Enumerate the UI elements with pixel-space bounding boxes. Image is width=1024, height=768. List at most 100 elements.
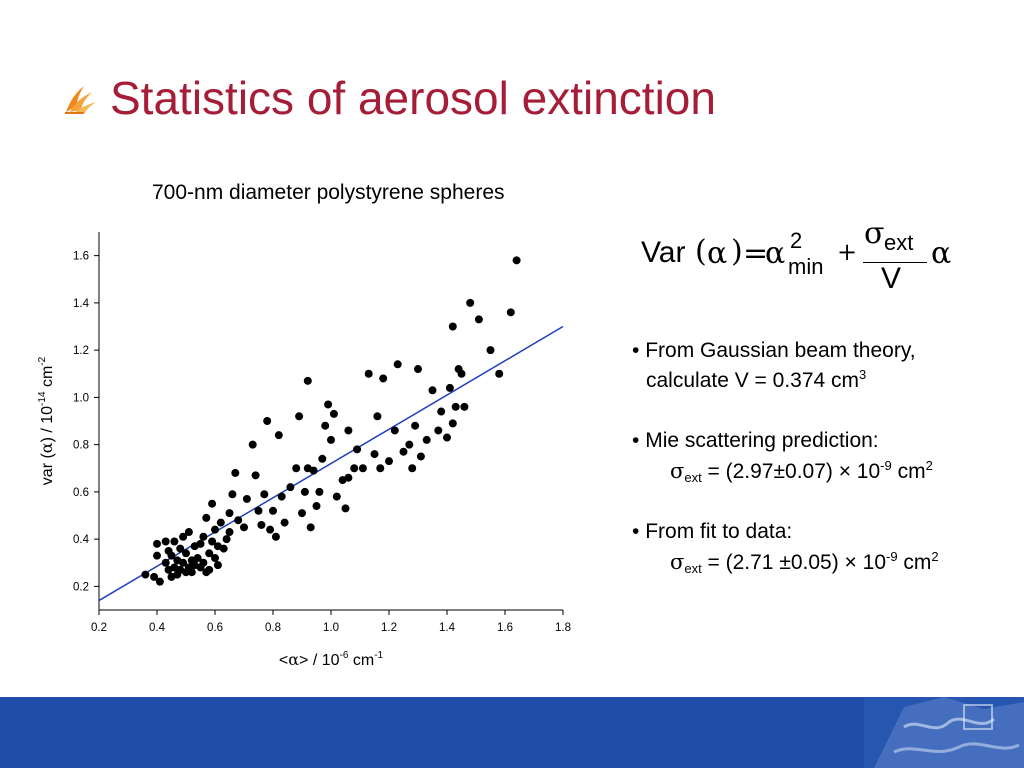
data-point [222,535,231,544]
data-point [466,298,475,307]
data-point [187,568,196,577]
chart-subtitle: 700-nm diameter polystyrene spheres [152,181,505,204]
data-point [286,483,295,492]
title-row: Statistics of aerosol extinction [62,66,716,130]
data-point [416,452,425,461]
data-point [373,412,382,421]
note-line: calculate V = 0.374 cm3 [646,367,867,392]
x-axis-label: <α> / 10-6 cm-1 [279,650,384,669]
data-point [205,549,214,558]
data-point [370,450,379,459]
data-point [248,440,257,449]
data-point [199,558,208,567]
data-point [199,532,208,541]
formula-alpha3: α [931,236,952,271]
note-gaussian: • From Gaussian beam theory, calculate V… [632,336,1022,396]
data-point [167,551,176,560]
data-point [234,516,243,525]
data-point [405,440,414,449]
ylabel-unit-exp: -2 [37,356,48,365]
data-point [211,525,219,534]
data-point [179,532,188,541]
notes: • From Gaussian beam theory, calculate V… [632,336,1022,608]
data-point [295,412,304,421]
xlabel-post: > / 10 [299,652,340,669]
data-point [219,544,228,553]
data-point [303,376,312,385]
data-point [414,365,422,374]
xlabel-unit-exp: -1 [374,650,383,661]
data-point [202,513,211,522]
ylabel-alpha: α [37,442,56,453]
y-tick-label: 0.2 [73,581,89,593]
xlabel-exp: -6 [340,650,349,661]
data-point [280,518,289,527]
xlabel-pre: < [279,652,288,669]
formula-var: Var [641,236,686,269]
data-point [437,407,446,416]
y-tick-label: 0.4 [73,534,90,546]
data-point [448,322,457,331]
data-point [182,549,190,558]
data-point [329,409,338,418]
data-point [277,492,286,501]
y-tick-label: 1.6 [73,251,89,263]
data-point [196,539,205,548]
data-point [228,490,237,499]
data-point [225,528,234,537]
chart-ticks: 0.2 0.4 0.6 0.8 1.0 1.2 1.4 1.6 1.8 0.2 0.4 0.6 0.8 1… [73,251,571,634]
ylabel-pre: var ( [39,453,56,486]
data-point [225,509,234,518]
data-point [242,494,251,503]
data-point [399,447,408,456]
data-point [364,369,373,378]
data-point [254,506,263,515]
footer-bar [0,697,1024,768]
data-point [321,421,330,430]
data-point [298,509,306,518]
data-point [274,431,283,440]
fit-line [98,325,564,602]
data-point [344,426,353,435]
data-point [292,464,301,473]
data-point [486,346,495,355]
slide-title: Statistics of aerosol extinction [110,72,716,124]
y-tick-label: 1.4 [73,298,90,310]
data-point [257,520,266,529]
data-point [385,457,393,466]
data-point [495,369,504,378]
note-line: • From fit to data: [632,520,793,543]
data-point [434,426,443,435]
data-point [460,402,469,411]
y-tick-label: 1.0 [73,392,89,404]
scatter-chart: 0.2 0.4 0.6 0.8 1.0 1.2 1.4 1.6 1.8 0.2 0.4 0.6 0.8 1… [37,232,571,669]
data-point [205,565,214,574]
formula-plus: + [837,238,858,266]
data-point [161,537,170,546]
data-point [153,551,161,560]
data-point [153,539,161,548]
data-point [306,523,315,532]
x-tick-label: 0.4 [149,622,166,634]
data-point [208,537,217,546]
data-point [411,421,420,430]
data-point [327,435,335,444]
data-point [474,315,483,324]
formula-rparen: ) [731,234,743,269]
data-point [341,504,350,513]
data-point [451,402,460,411]
data-point [393,360,402,369]
data-point [390,426,399,435]
data-point [240,523,248,532]
formula-sub-min: min [788,254,824,279]
data-point [350,464,359,473]
ylabel-exp: -14 [37,391,48,406]
x-tick-label: 1.4 [439,622,456,634]
data-point [266,525,275,534]
y-tick-label: 0.6 [73,487,89,499]
data-point [193,554,202,563]
ylabel-post: ) / 10 [39,406,56,443]
data-point [344,473,353,482]
variance-formula: Var ( α ) = α 2 min + σ ext V α [641,216,971,302]
xlabel-alpha: α [288,650,299,669]
